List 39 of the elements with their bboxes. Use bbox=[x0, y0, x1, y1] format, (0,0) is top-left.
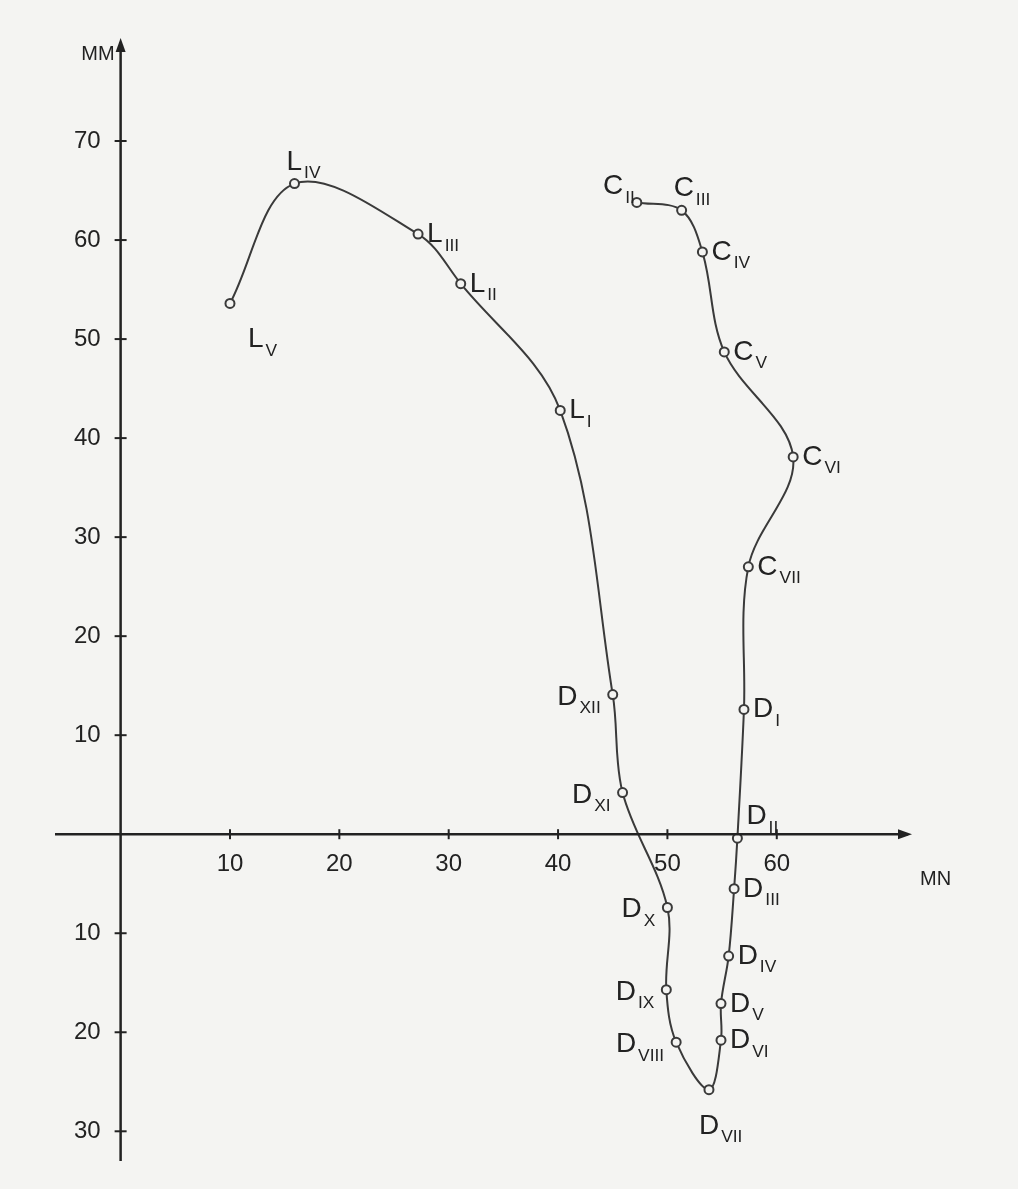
x-tick-label: 30 bbox=[435, 848, 463, 876]
point bbox=[660, 984, 672, 996]
point bbox=[412, 228, 424, 240]
x-tick-label: 20 bbox=[325, 848, 353, 876]
point bbox=[554, 404, 566, 416]
point bbox=[715, 998, 727, 1010]
point bbox=[703, 1084, 715, 1096]
y-tick-label: 10 bbox=[73, 917, 101, 945]
y-tick-label: 10 bbox=[73, 719, 101, 747]
y-axis-title: MM bbox=[81, 41, 115, 64]
y-tick-label: 30 bbox=[73, 1115, 101, 1143]
y-tick-label: 70 bbox=[73, 125, 101, 153]
point bbox=[607, 689, 619, 701]
x-tick-label: 10 bbox=[216, 848, 244, 876]
y-tick-label: 60 bbox=[73, 224, 101, 252]
point bbox=[787, 451, 799, 463]
point bbox=[676, 204, 688, 216]
point bbox=[723, 950, 735, 962]
y-tick-label: 50 bbox=[73, 323, 101, 351]
point bbox=[728, 883, 740, 895]
y-tick-label: 20 bbox=[73, 1016, 101, 1044]
point bbox=[738, 703, 750, 715]
x-tick-label: 50 bbox=[654, 848, 681, 876]
point bbox=[224, 297, 236, 309]
y-tick-label: 30 bbox=[73, 521, 101, 549]
point bbox=[289, 178, 300, 190]
y-tick-label: 40 bbox=[73, 422, 101, 450]
point bbox=[661, 901, 673, 913]
x-tick-label: 40 bbox=[544, 848, 572, 876]
y-tick-label: 20 bbox=[73, 620, 101, 648]
point bbox=[696, 246, 708, 258]
point bbox=[715, 1034, 727, 1046]
point bbox=[718, 346, 730, 358]
point bbox=[670, 1036, 682, 1048]
x-tick-label: 60 bbox=[763, 848, 791, 876]
point bbox=[617, 787, 629, 799]
point bbox=[742, 561, 754, 573]
point bbox=[455, 278, 467, 290]
x-axis-title: MN bbox=[920, 866, 952, 889]
